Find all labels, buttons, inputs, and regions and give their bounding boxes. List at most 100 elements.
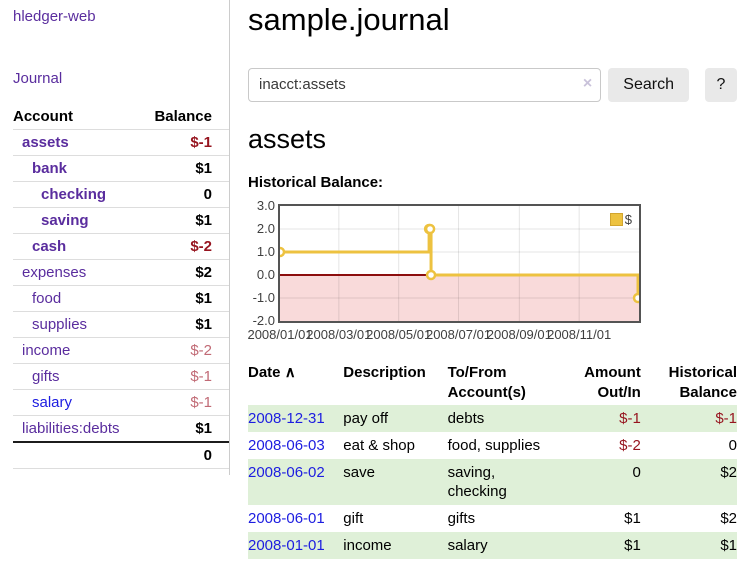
col-header-amount: Amount Out/In [584,364,641,402]
app-title-link[interactable]: hledger-web [13,8,96,25]
account-link[interactable]: income [22,342,71,359]
register-amount-cell: $1 [624,510,641,528]
register-amount-cell: $-2 [619,437,641,455]
register-row: 2008-01-01 income salary $1 $1 [248,532,737,560]
chart-canvas [274,206,644,322]
register-description-cell: income [343,537,392,555]
account-link[interactable]: cash [32,238,67,255]
account-link[interactable]: liabilities:debts [22,420,120,437]
x-axis-tick-label: 2008/01/01 [247,327,313,343]
col-header-balance: Balance [154,108,212,125]
account-balance: $1 [140,285,229,312]
help-button[interactable]: ? [704,67,737,102]
transaction-date-link[interactable]: 2008-06-02 [248,464,325,482]
account-balance: $-1 [140,129,229,156]
account-link[interactable]: gifts [32,368,60,385]
account-row: income $-2 [13,337,229,364]
register-row: 2008-06-03 eat & shop food, supplies $-2 0 [248,432,737,459]
account-row: expenses $2 [13,259,229,286]
register-balance-cell: 0 [728,437,737,455]
x-axis-tick-label: 2008/11/01 [547,327,612,343]
col-header-balance: Historical Balance [668,364,737,402]
account-row: cash $-2 [13,233,229,260]
account-balance: $1 [140,415,229,442]
account-row: checking 0 [13,181,229,208]
register-row: 2008-06-01 gift gifts $1 $2 [248,505,737,532]
search-input[interactable] [248,67,602,102]
page: hledger-web Journal Account Balance asse… [0,0,742,560]
account-link[interactable]: bank [32,160,68,177]
register-balance-cell: $1 [720,537,737,555]
accounts-table: Account Balance assets $-1 bank $1 checking 0… [13,104,229,469]
y-axis-tick-label: 0.0 [256,267,275,283]
account-row: salary $-1 [13,389,229,416]
main-content: sample.journal × Search ? assets Histori… [230,0,742,560]
register-amount-cell: 0 [632,464,641,482]
account-link[interactable]: supplies [32,316,88,333]
account-balance: $1 [140,311,229,338]
y-axis-tick-label: -2.0 [252,313,275,329]
transaction-date-link[interactable]: 2008-06-01 [248,510,325,528]
col-header-account: Account [13,108,73,125]
page-title: sample.journal [248,2,450,37]
transaction-date-link[interactable]: 2008-06-03 [248,437,325,455]
register-date-cell: 2008-06-01 [248,505,343,532]
account-link[interactable]: food [32,290,62,307]
journal-link[interactable]: Journal [13,70,63,87]
clear-search-icon[interactable]: × [582,74,593,92]
date-header-label: Date [248,364,281,382]
register-date-cell: 2008-06-03 [248,432,343,459]
sidebar: hledger-web Journal Account Balance asse… [0,0,230,475]
y-axis-tick-label: 1.0 [256,244,275,260]
register-balance-cell: $2 [720,464,737,482]
legend-swatch-icon [609,213,623,227]
register-accounts-cell: salary [447,537,488,555]
account-row: supplies $1 [13,311,229,338]
register-date-cell: 2008-01-01 [248,532,343,559]
chart-title: Historical Balance: [248,174,384,192]
transaction-date-link[interactable]: 2008-01-01 [248,537,325,555]
x-axis-tick-label: 2008/07/01 [425,327,492,343]
accounts-header-row: Account Balance [13,104,229,130]
account-balance: $-2 [140,233,229,260]
y-axis-tick-label: 3.0 [256,198,275,214]
total-spacer [13,441,141,469]
register-date-cell: 2008-12-31 [248,405,343,432]
account-link[interactable]: saving [41,212,89,229]
legend-label: $ [624,212,632,228]
register-balance-cell: $2 [720,510,737,528]
account-row: liabilities:debts $1 [13,415,229,442]
y-axis-tick-label: 2.0 [256,221,275,237]
register-table: Date ∧ Description To/From Account(s) Am… [248,361,737,560]
account-link[interactable]: expenses [22,264,87,281]
search-input-wrap: × [248,67,602,102]
register-row: 2008-06-02 save saving, checking 0 $2 [248,459,737,506]
register-header-row: Date ∧ Description To/From Account(s) Am… [248,361,737,405]
account-row: assets $-1 [13,129,229,156]
balance-chart: $ 3.0 2.0 1.0 0.0 -1.0 -2.0 2008/01/01 2008/03/… [247,199,648,346]
search-button[interactable]: Search [608,67,689,102]
account-balance: $2 [140,259,229,286]
register-date-cell: 2008-06-02 [248,459,343,505]
register-balance-cell: $-1 [715,410,737,428]
register-description-cell: pay off [343,410,389,428]
transaction-date-link[interactable]: 2008-12-31 [248,410,325,428]
register-accounts-cell: debts [447,410,485,428]
account-link[interactable]: checking [41,186,107,203]
account-balance: 0 [140,181,229,208]
accounts-total-row: 0 [13,441,229,469]
x-axis-tick-label: 2008/09/01 [486,327,552,343]
account-link[interactable]: salary [32,394,73,411]
search-bar: × Search ? [248,67,737,102]
account-balance: $-1 [140,389,229,416]
chart-legend: $ [609,212,632,228]
chart-plot-area: $ [274,204,644,324]
x-axis-tick-label: 2008/05/01 [366,327,432,343]
accounts-total-balance: 0 [140,441,229,469]
account-row: food $1 [13,285,229,312]
sort-ascending-icon: ∧ [284,364,296,382]
x-axis-tick-label: 2008/03/01 [306,327,372,343]
account-balance: $-2 [140,337,229,364]
account-link[interactable]: assets [22,134,69,151]
col-header-accounts: To/From Account(s) [447,364,526,402]
